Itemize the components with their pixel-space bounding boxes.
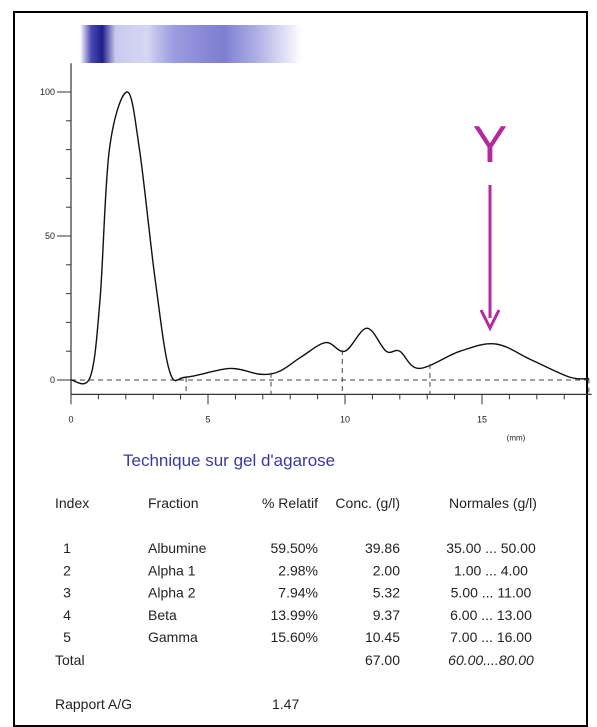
table-cell: 2.00: [373, 562, 400, 578]
table-cell: 13.99%: [271, 607, 318, 623]
table-cell: Beta: [148, 607, 177, 623]
total-cell: 67.00: [365, 652, 400, 668]
table-cell: 35.00 ... 50.00: [446, 540, 536, 556]
page: Technique sur gel d'agarose 050100051015…: [0, 0, 597, 727]
x-tick-label: 0: [68, 414, 73, 424]
table-header: Normales (g/l): [449, 495, 537, 511]
table-cell: 9.37: [373, 607, 400, 623]
table-cell: Alpha 1: [148, 562, 196, 578]
total-cell: Total: [55, 652, 85, 668]
table-cell: 4: [63, 607, 71, 623]
table-cell: 5.32: [373, 585, 400, 601]
table-cell: 6.00 ... 13.00: [450, 607, 532, 623]
table-cell: 7.94%: [278, 585, 318, 601]
table-cell: 5: [63, 629, 71, 645]
table-cell: 7.00 ... 16.00: [450, 629, 532, 645]
table-cell: 2.98%: [278, 562, 318, 578]
x-tick-label: 5: [205, 414, 210, 424]
table-cell: 39.86: [365, 540, 400, 556]
table-header: Conc. (g/l): [335, 495, 400, 511]
table-cell: Alpha 2: [148, 585, 196, 601]
y-tick-label: 100: [40, 87, 55, 97]
table-cell: 5.00 ... 11.00: [451, 585, 532, 601]
table-cell: 3: [63, 585, 71, 601]
method-title: Technique sur gel d'agarose: [123, 451, 335, 470]
table-cell: Albumine: [148, 540, 207, 556]
x-unit: (mm): [507, 433, 526, 442]
x-tick-label: 15: [477, 414, 487, 424]
ratio-label: Rapport A/G: [55, 696, 132, 712]
table-header: Index: [55, 495, 89, 511]
annotation: Y: [473, 116, 508, 174]
table-cell: 1.00 ... 4.00: [454, 562, 528, 578]
table-cell: 59.50%: [271, 540, 318, 556]
x-tick-label: 10: [340, 414, 350, 424]
table-cell: 15.60%: [271, 629, 318, 645]
total-cell: 60.00....80.00: [448, 652, 534, 668]
table-cell: 10.45: [365, 629, 400, 645]
ratio-value: 1.47: [272, 696, 299, 712]
table-header: % Relatif: [262, 495, 318, 511]
y-tick-label: 50: [45, 231, 55, 241]
y-tick-label: 0: [50, 375, 55, 385]
table-cell: Gamma: [148, 629, 198, 645]
table-cell: 2: [63, 562, 71, 578]
table-cell: 1: [63, 540, 71, 556]
table-header: Fraction: [148, 495, 199, 511]
gel-strip: [80, 25, 302, 63]
